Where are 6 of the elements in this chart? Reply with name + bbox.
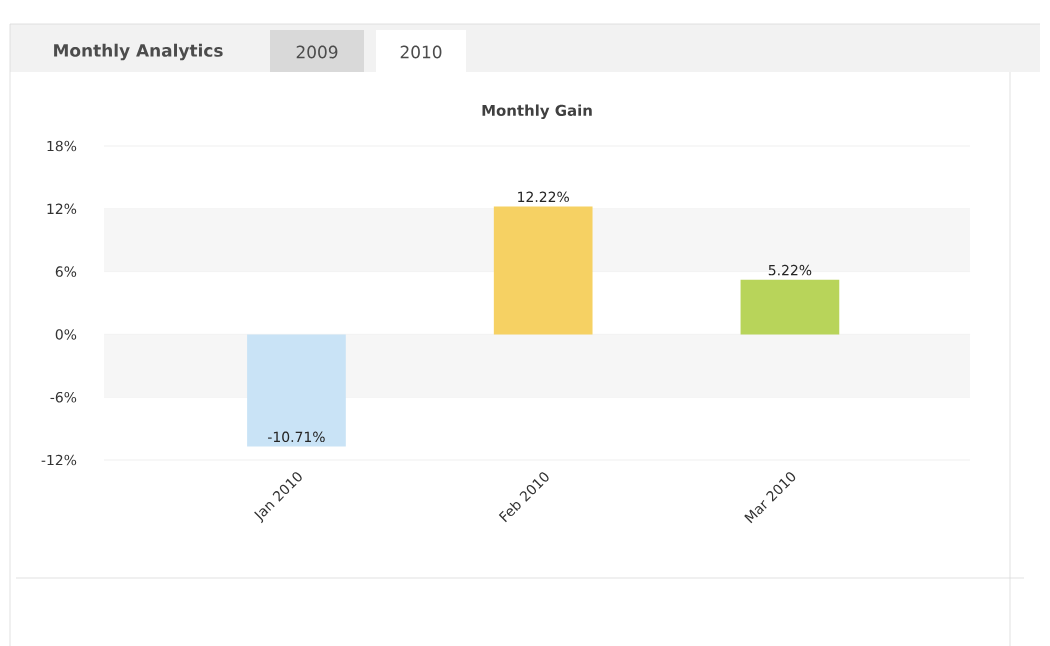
text: 2009 [296,45,338,59]
bar [247,334,346,447]
bar [493,206,593,335]
bar [740,279,840,335]
text: 2010 [400,45,442,59]
text: Monthly Analytics [54,43,223,61]
